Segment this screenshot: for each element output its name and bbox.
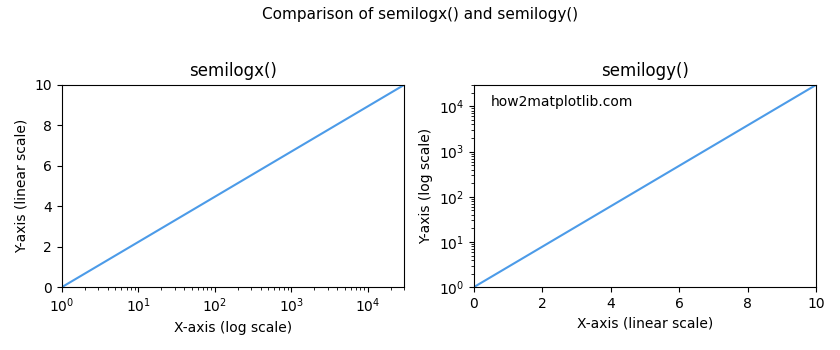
Y-axis label: Y-axis (log scale): Y-axis (log scale) [419,128,433,244]
X-axis label: X-axis (log scale): X-axis (log scale) [174,321,292,335]
Title: semilogy(): semilogy() [601,63,689,80]
Text: how2matplotlib.com: how2matplotlib.com [491,95,633,109]
Y-axis label: Y-axis (linear scale): Y-axis (linear scale) [15,119,29,253]
Text: Comparison of semilogx() and semilogy(): Comparison of semilogx() and semilogy() [262,7,578,22]
Title: semilogx(): semilogx() [189,63,277,80]
X-axis label: X-axis (linear scale): X-axis (linear scale) [577,316,713,330]
